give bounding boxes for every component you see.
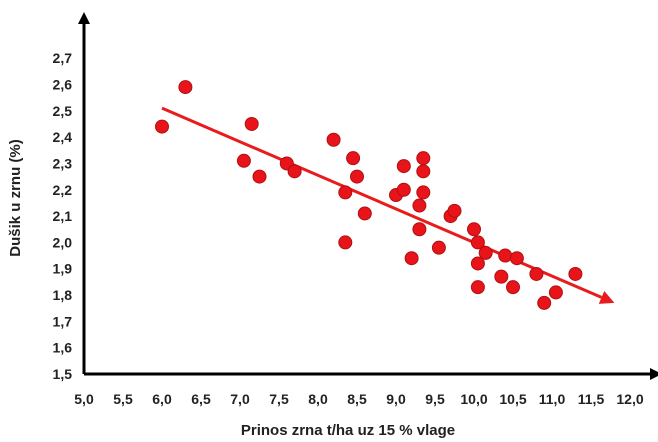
x-tick-label: 11,5 bbox=[578, 391, 605, 407]
data-point bbox=[155, 119, 169, 134]
y-tick-label: 2,1 bbox=[53, 208, 73, 224]
data-point bbox=[529, 266, 544, 281]
x-tick-label: 10,0 bbox=[460, 391, 487, 407]
y-tick-label: 2,6 bbox=[53, 76, 73, 92]
y-tick-label: 2,5 bbox=[53, 103, 73, 119]
x-axis-title: Prinos zrna t/ha uz 15 % vlage bbox=[241, 422, 455, 439]
y-tick-label: 1,6 bbox=[53, 340, 73, 356]
data-point bbox=[509, 251, 524, 266]
x-tick-label: 12,0 bbox=[616, 391, 643, 407]
y-tick-label: 2,0 bbox=[53, 234, 73, 250]
data-point bbox=[416, 185, 431, 200]
axes bbox=[78, 12, 658, 380]
x-tick-label: 6,0 bbox=[152, 391, 172, 407]
data-point bbox=[470, 235, 485, 250]
data-point bbox=[396, 159, 411, 174]
x-tick-labels: 5,0 5,5 6,0 6,5 7,0 7,5 8,0 8,5 9,0 9,5 10,0 10,5 11… bbox=[74, 391, 644, 407]
x-tick-label: 6,5 bbox=[191, 391, 211, 407]
x-tick-label: 9,5 bbox=[425, 391, 445, 407]
data-point bbox=[404, 251, 419, 266]
data-point bbox=[412, 198, 427, 213]
x-tick-label: 8,0 bbox=[308, 391, 328, 407]
data-point bbox=[467, 222, 481, 237]
data-point bbox=[478, 245, 493, 260]
y-tick-label: 1,8 bbox=[53, 287, 73, 303]
x-tick-label: 8,5 bbox=[347, 391, 367, 407]
y-axis-title: Dušik u zrnu (%) bbox=[7, 139, 24, 257]
x-tick-label: 7,5 bbox=[269, 391, 289, 407]
trend-arrowhead bbox=[598, 290, 615, 304]
data-point bbox=[412, 222, 427, 237]
data-point bbox=[236, 153, 251, 168]
y-tick-label: 2,3 bbox=[53, 155, 73, 171]
x-tick-label: 10,5 bbox=[499, 391, 526, 407]
x-tick-label: 5,0 bbox=[74, 391, 94, 407]
data-point bbox=[506, 280, 520, 295]
data-point bbox=[178, 80, 193, 95]
trend-line-group bbox=[161, 106, 615, 304]
data-point bbox=[537, 295, 552, 310]
x-tick-label: 11,0 bbox=[539, 391, 566, 407]
data-point bbox=[338, 185, 353, 200]
data-point bbox=[470, 280, 485, 295]
data-point bbox=[568, 266, 583, 281]
data-points bbox=[155, 80, 583, 310]
data-point bbox=[357, 206, 372, 221]
data-point bbox=[350, 169, 364, 184]
x-axis-arrow bbox=[650, 368, 658, 380]
x-tick-label: 9,0 bbox=[386, 391, 406, 407]
data-point bbox=[244, 116, 259, 131]
data-point bbox=[498, 248, 513, 263]
data-point bbox=[416, 151, 431, 166]
data-point bbox=[431, 240, 446, 255]
y-tick-label: 2,4 bbox=[53, 129, 73, 145]
data-point bbox=[287, 164, 302, 179]
y-tick-label: 2,7 bbox=[53, 50, 73, 66]
data-point bbox=[416, 164, 431, 179]
y-tick-labels: 1,5 1,6 1,7 1,8 1,9 2,0 2,1 2,2 2,3 2,4 2,5 2,6 2,7 bbox=[53, 50, 73, 382]
data-point bbox=[326, 132, 341, 147]
data-point bbox=[494, 269, 509, 284]
data-point bbox=[447, 203, 462, 218]
trend-line bbox=[161, 106, 603, 299]
y-tick-label: 1,7 bbox=[53, 313, 73, 329]
x-tick-label: 7,0 bbox=[230, 391, 250, 407]
data-point bbox=[548, 285, 563, 300]
x-tick-label: 5,5 bbox=[113, 391, 133, 407]
y-tick-label: 2,2 bbox=[53, 182, 73, 198]
data-point bbox=[470, 256, 485, 271]
data-point bbox=[338, 235, 353, 250]
y-axis-arrow bbox=[78, 12, 90, 24]
data-point bbox=[252, 169, 267, 184]
y-tick-label: 1,5 bbox=[53, 366, 73, 382]
y-tick-label: 1,9 bbox=[53, 261, 73, 277]
data-point bbox=[346, 151, 361, 166]
data-point bbox=[396, 182, 411, 197]
